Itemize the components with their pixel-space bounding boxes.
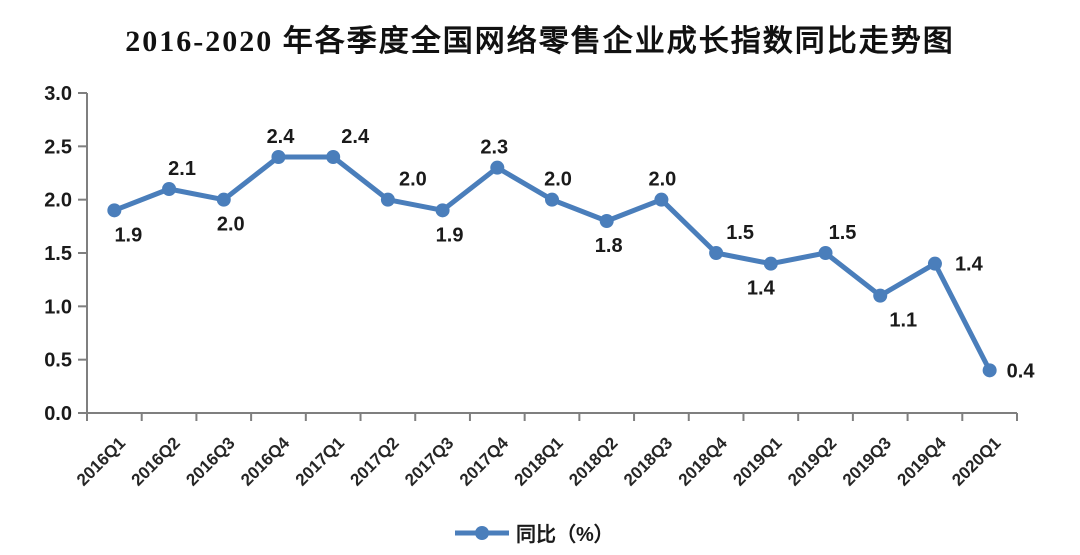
data-point-marker: [545, 192, 559, 207]
data-point-marker: [982, 363, 997, 378]
y-tick-label: 3.0: [44, 83, 72, 105]
trend-line-chart: 0.00.51.01.52.02.53.02016Q12016Q22016Q32…: [44, 83, 1035, 546]
data-label: 1.9: [114, 224, 142, 246]
data-point-marker: [326, 150, 341, 164]
data-label: 0.4: [1007, 360, 1036, 382]
data-point-marker: [654, 192, 669, 207]
data-point-marker: [927, 256, 942, 271]
x-tick-label: 2016Q1: [73, 433, 129, 489]
x-tick-label: 2019Q2: [784, 433, 840, 489]
data-point-marker: [107, 203, 122, 218]
x-tick-label: 2018Q3: [620, 433, 676, 489]
data-label: 2.0: [217, 214, 245, 236]
y-tick-label: 0.0: [44, 403, 72, 425]
data-point-marker: [873, 288, 888, 303]
data-label: 1.5: [726, 222, 754, 244]
legend: 同比（%）: [455, 523, 614, 546]
data-label: 2.3: [480, 137, 508, 159]
data-label: 2.4: [341, 126, 370, 148]
x-tick-label: 2018Q2: [565, 433, 621, 489]
data-point-marker: [818, 246, 833, 260]
y-tick-label: 1.5: [44, 243, 72, 265]
x-tick-label: 2018Q1: [511, 433, 567, 489]
data-label: 2.1: [168, 158, 196, 180]
data-point-marker: [380, 192, 395, 207]
chart-title: 2016-2020 年各季度全国网络零售企业成长指数同比走势图: [125, 25, 955, 58]
data-label: 1.4: [955, 254, 984, 276]
data-label: 1.9: [436, 224, 464, 246]
x-tick-label: 2018Q4: [675, 433, 732, 490]
data-label: 2.4: [267, 126, 296, 148]
y-tick-label: 2.5: [44, 136, 72, 158]
data-label: 1.5: [829, 222, 857, 244]
y-tick-label: 2.0: [44, 190, 72, 212]
trend-chart-container: 0.0 0.5 1.0 1.5 2.0 2.5 3.0 2016Q1 2016Q2 2016Q3 2…: [0, 80, 1080, 555]
data-point-marker: [599, 214, 614, 228]
x-tick-label: 2017Q3: [401, 433, 457, 489]
series-group: 1.9 2.1 2.0 2.4 2.4 2.0 1.9 2.3 2.0 1.8 2.0 1.5 1.4 1…: [107, 126, 1035, 382]
data-point-marker: [763, 256, 778, 271]
data-label: 2.0: [399, 169, 427, 191]
y-tick-label: 1.0: [44, 296, 72, 318]
x-tick-label: 2019Q4: [894, 433, 951, 490]
x-tick-label: 2019Q3: [839, 433, 895, 489]
x-tick-label: 2017Q4: [456, 433, 513, 490]
x-tick-label: 2016Q3: [182, 433, 238, 489]
data-label: 1.4: [747, 278, 776, 300]
data-point-marker: [435, 203, 450, 218]
data-label: 1.8: [595, 235, 623, 257]
legend-label: 同比（%）: [516, 523, 614, 546]
data-point-marker: [162, 182, 177, 196]
x-tick-label: 2019Q1: [729, 433, 785, 489]
data-point-marker: [216, 192, 231, 207]
x-tick-label: 2016Q4: [237, 433, 294, 490]
data-label: 1.1: [889, 310, 917, 332]
x-tick-label: 2020Q1: [948, 433, 1004, 489]
legend-marker-icon: [475, 526, 489, 540]
data-label: 2.0: [649, 169, 677, 191]
y-tick-label: 0.5: [44, 350, 72, 372]
x-tick-label: 2017Q2: [346, 433, 402, 489]
data-label: 2.0: [544, 169, 572, 191]
data-point-marker: [490, 160, 505, 175]
x-tick-label: 2017Q1: [292, 433, 348, 489]
data-point-marker: [271, 150, 286, 164]
data-point-marker: [709, 246, 724, 260]
x-tick-label: 2016Q2: [128, 433, 184, 489]
